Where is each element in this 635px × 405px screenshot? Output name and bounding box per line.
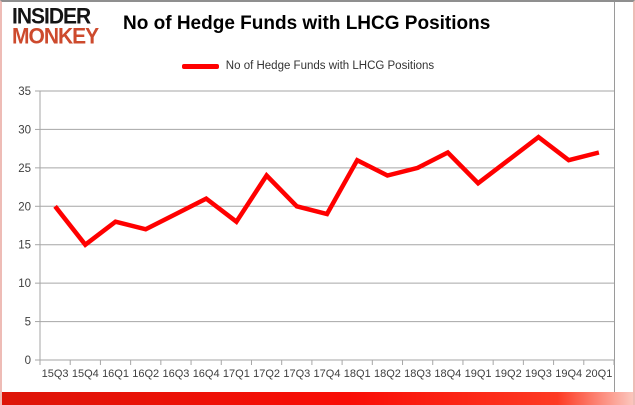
legend-label: No of Hedge Funds with LHCG Positions (225, 60, 435, 72)
y-tick-label: 20 (18, 201, 31, 213)
legend: No of Hedge Funds with LHCG Positions (2, 60, 614, 72)
bottom-red-bar (2, 392, 633, 405)
logo-text-monkey: MONKEY (12, 25, 99, 49)
y-tick-label: 15 (18, 240, 31, 252)
logo-text-insider: INSIDER (12, 4, 91, 29)
x-tick-label: 18Q3 (404, 368, 431, 380)
x-tick-label: 19Q3 (525, 368, 552, 380)
y-tick-label: 35 (18, 86, 31, 98)
series-line (53, 134, 600, 248)
x-tick-label: 20Q1 (585, 368, 612, 380)
y-tick-label: 5 (25, 317, 31, 329)
x-tick-label: 17Q4 (314, 368, 341, 380)
x-tick-label: 17Q2 (253, 368, 280, 380)
x-tick-label: 16Q2 (132, 368, 159, 380)
x-tick-label: 16Q3 (162, 368, 189, 380)
x-tick-label: 18Q4 (434, 368, 461, 380)
x-tick-label: 19Q4 (555, 368, 582, 380)
x-tick-label: 15Q3 (42, 368, 69, 380)
x-tick-label: 17Q3 (283, 368, 310, 380)
legend-swatch (181, 63, 219, 69)
x-tick-label: 18Q2 (374, 368, 401, 380)
chart-region: INSIDER MONKEY No of Hedge Funds with LH… (2, 2, 615, 393)
x-tick-label: 19Q2 (495, 368, 522, 380)
x-tick-label: 18Q1 (344, 368, 371, 380)
x-tick-label: 19Q1 (465, 368, 492, 380)
x-tick-label: 16Q1 (102, 368, 129, 380)
chart-title: No of Hedge Funds with LHCG Positions (123, 13, 491, 34)
insider-monkey-logo: INSIDER MONKEY (12, 4, 99, 49)
x-tick-label: 15Q4 (72, 368, 99, 380)
y-tick-label: 30 (18, 124, 31, 136)
y-tick-label: 0 (25, 355, 31, 367)
x-tick-label: 16Q4 (193, 368, 220, 380)
y-tick-label: 25 (18, 163, 31, 175)
x-tick-label: 17Q1 (223, 368, 250, 380)
y-tick-label: 10 (18, 278, 31, 290)
